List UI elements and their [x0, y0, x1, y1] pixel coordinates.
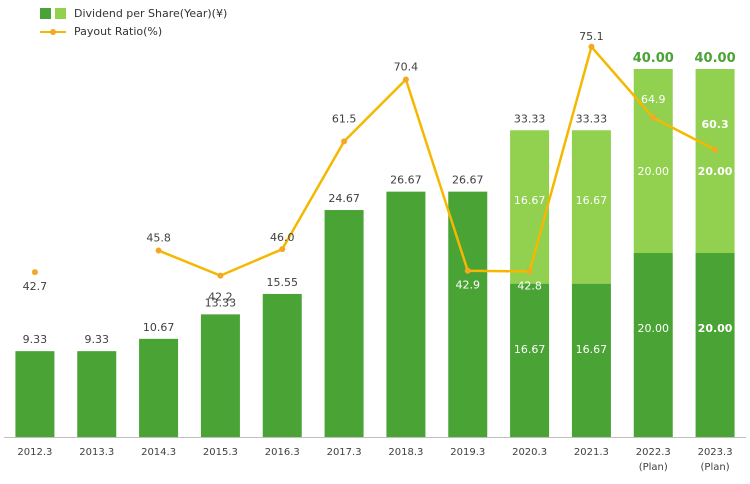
total-label-2021.3: 33.33	[576, 112, 608, 125]
x-tick-note-2022.3: (Plan)	[639, 462, 668, 473]
x-tick-label-2017.3: 2017.3	[327, 447, 362, 458]
base-label-2020.3: 16.67	[514, 343, 546, 356]
x-tick-label-2015.3: 2015.3	[203, 447, 238, 458]
total-label-2014.3: 10.67	[143, 321, 175, 334]
x-tick-label-2023.3: 2023.3	[698, 447, 733, 458]
bar-addition-2023.3	[695, 69, 735, 253]
bar-base-2017.3	[324, 210, 364, 437]
legend: Dividend per Share(Year)(¥) Payout Ratio…	[40, 4, 227, 40]
legend-item-dividend: Dividend per Share(Year)(¥)	[40, 4, 227, 22]
payout-label-2015.3: 42.2	[208, 291, 233, 304]
bar-base-2014.3	[139, 338, 179, 437]
payout-label-2021.3: 75.1	[579, 30, 604, 43]
payout-point-2014.3	[155, 247, 162, 254]
payout-label-2014.3: 45.8	[146, 232, 171, 245]
payout-label-2019.3: 42.9	[456, 279, 481, 292]
payout-point-2019.3	[464, 267, 471, 274]
payout-label-2012.3: 42.7	[23, 280, 48, 293]
total-label-2015.3: 13.33	[205, 296, 237, 309]
x-tick-label-2016.3: 2016.3	[265, 447, 300, 458]
payout-label-2016.3: 46.0	[270, 231, 295, 244]
total-label-2013.3: 9.33	[85, 333, 110, 346]
x-tick-note-2023.3: (Plan)	[701, 462, 730, 473]
legend-swatch-base	[40, 7, 51, 19]
bar-base-2023.3	[695, 253, 735, 437]
bar-base-2012.3	[15, 351, 55, 437]
payout-point-2012.3	[31, 269, 38, 276]
legend-label-payout: Payout Ratio(%)	[74, 24, 163, 38]
payout-point-2018.3	[402, 76, 409, 83]
bar-base-2016.3	[262, 293, 302, 437]
bar-addition-2021.3	[571, 130, 611, 284]
payout-label-2022.3: 64.9	[641, 93, 666, 106]
addition-label-2022.3: 20.00	[638, 165, 670, 178]
total-label-2016.3: 15.55	[267, 276, 299, 289]
bar-addition-2020.3	[510, 130, 550, 284]
payout-point-2015.3	[217, 272, 224, 279]
base-label-2023.3: 20.00	[698, 322, 733, 335]
base-label-2021.3: 16.67	[576, 343, 608, 356]
total-label-2012.3: 9.33	[23, 333, 48, 346]
payout-label-2023.3: 60.3	[702, 118, 729, 131]
x-tick-label-2018.3: 2018.3	[388, 447, 423, 458]
payout-point-2023.3	[712, 146, 719, 153]
payout-point-2021.3	[588, 43, 595, 50]
payout-label-2018.3: 70.4	[394, 60, 419, 73]
addition-label-2021.3: 16.67	[576, 194, 608, 207]
x-tick-label-2019.3: 2019.3	[450, 447, 485, 458]
legend-swatch-payout	[40, 26, 66, 37]
total-label-2020.3: 33.33	[514, 112, 546, 125]
bar-base-2018.3	[386, 191, 426, 437]
payout-label-2017.3: 61.5	[332, 112, 357, 125]
bar-base-2015.3	[200, 314, 240, 437]
bar-base-2021.3	[571, 283, 611, 437]
x-tick-label-2012.3: 2012.3	[17, 447, 52, 458]
payout-point-2016.3	[279, 246, 286, 253]
legend-item-payout: Payout Ratio(%)	[40, 22, 227, 40]
x-tick-label-2022.3: 2022.3	[636, 447, 671, 458]
legend-label-dividend: Dividend per Share(Year)(¥)	[74, 6, 228, 20]
payout-ratio-line	[158, 45, 716, 277]
base-label-2022.3: 20.00	[638, 322, 670, 335]
payout-point-2020.3	[526, 268, 533, 275]
legend-swatch-addition	[55, 7, 66, 19]
addition-label-2023.3: 20.00	[698, 165, 733, 178]
payout-point-2017.3	[341, 138, 348, 145]
x-tick-label-2014.3: 2014.3	[141, 447, 176, 458]
total-label-2022.3: 40.00	[633, 51, 674, 66]
payout-label-2020.3: 42.8	[517, 279, 542, 292]
total-label-2018.3: 26.67	[390, 174, 422, 187]
x-tick-label-2020.3: 2020.3	[512, 447, 547, 458]
total-label-2019.3: 26.67	[452, 174, 484, 187]
total-label-2023.3: 40.00	[695, 51, 736, 66]
payout-point-2022.3	[650, 114, 657, 121]
x-tick-label-2021.3: 2021.3	[574, 447, 609, 458]
x-tick-label-2013.3: 2013.3	[79, 447, 114, 458]
bar-addition-2022.3	[633, 69, 673, 253]
addition-label-2020.3: 16.67	[514, 194, 546, 207]
bar-base-2020.3	[510, 283, 550, 437]
bar-base-2022.3	[633, 253, 673, 437]
total-label-2017.3: 24.67	[328, 192, 360, 205]
bar-base-2013.3	[77, 351, 117, 437]
